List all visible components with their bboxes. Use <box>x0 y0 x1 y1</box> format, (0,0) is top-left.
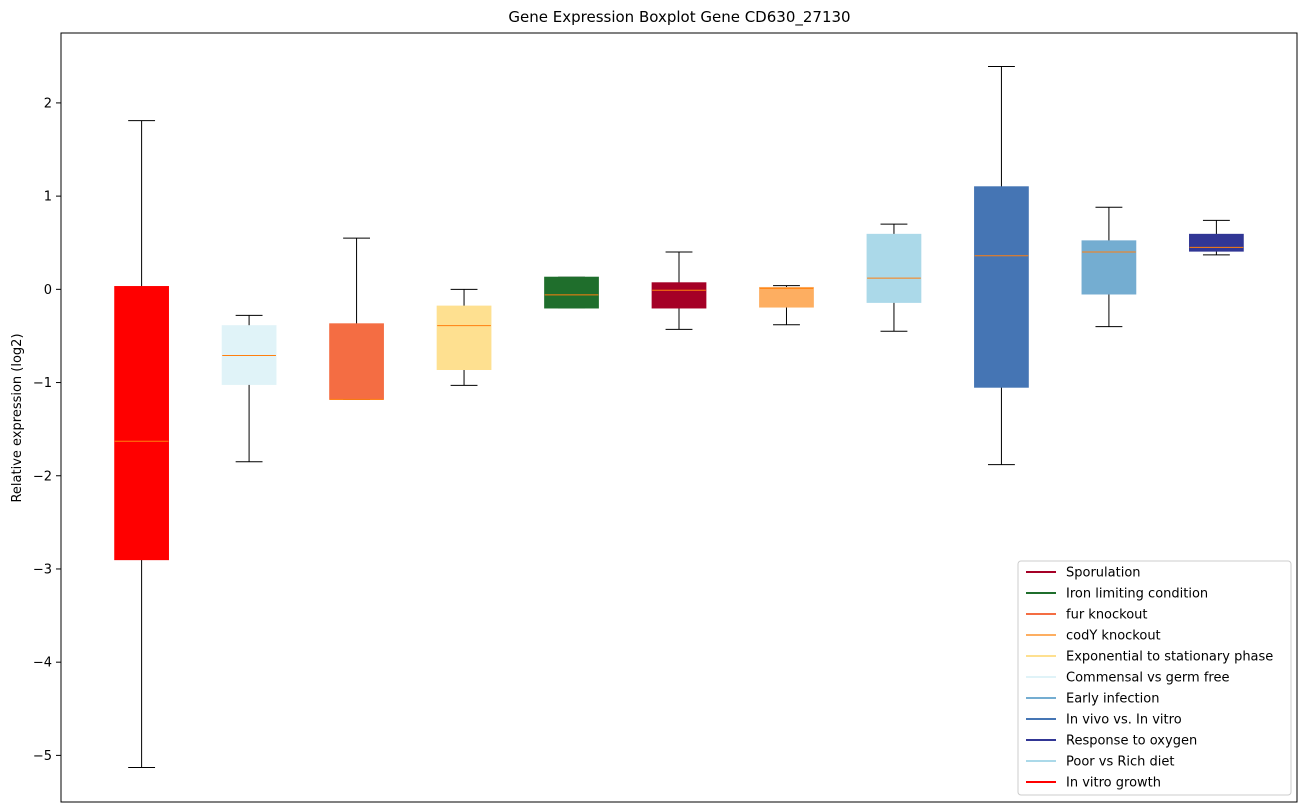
box-body <box>1081 240 1137 295</box>
box-body <box>329 323 384 400</box>
y-axis-ticks: 2 1 0 −1 −2 −3 −4 −5 <box>33 96 61 764</box>
y-tick-label: 0 <box>44 283 52 298</box>
legend-label: fur knockout <box>1066 608 1148 623</box>
legend-label: Iron limiting condition <box>1066 587 1208 602</box>
box-group <box>114 120 169 769</box>
y-tick-label: −4 <box>33 656 52 671</box>
y-tick-label: 1 <box>44 190 52 205</box>
box-group <box>544 276 599 309</box>
box-group <box>1189 219 1244 256</box>
y-tick-label: −2 <box>33 469 52 484</box>
chart-title: Gene Expression Boxplot Gene CD630_27130 <box>508 8 850 27</box>
legend-label: Response to oxygen <box>1066 734 1197 749</box>
box-group <box>866 223 922 332</box>
y-tick-label: 2 <box>44 96 52 111</box>
box-body <box>1189 233 1244 252</box>
box-group <box>436 288 492 386</box>
box-body <box>759 286 814 308</box>
legend-label: Exponential to stationary phase <box>1066 650 1273 665</box>
boxes-layer <box>114 66 1244 769</box>
legend: Sporulation Iron limiting condition fur kn… <box>1017 560 1292 796</box>
legend-label: Commensal vs germ free <box>1066 671 1229 686</box>
plot-frame <box>60 32 1298 803</box>
y-tick-label: −3 <box>33 562 52 577</box>
legend-label: codY knockout <box>1066 629 1161 644</box>
y-tick-label: −1 <box>33 376 52 391</box>
box-body <box>436 305 492 370</box>
box-body <box>866 233 922 303</box>
box-body <box>651 282 707 309</box>
box-group <box>221 314 277 463</box>
box-body <box>114 286 169 561</box>
box-body <box>544 276 599 309</box>
legend-label: Poor vs Rich diet <box>1066 755 1174 770</box>
box-group <box>974 66 1029 466</box>
box-group <box>651 251 707 330</box>
y-axis-label: Relative expression (log2) <box>10 333 25 502</box>
box-group <box>1081 206 1137 328</box>
legend-frame <box>1017 560 1292 796</box>
legend-label: In vivo vs. In vitro <box>1066 713 1182 728</box>
legend-label: Sporulation <box>1066 566 1141 581</box>
legend-label: Early infection <box>1066 692 1159 707</box>
box-group <box>329 237 384 400</box>
y-tick-label: −5 <box>33 749 52 764</box>
legend-label: In vitro growth <box>1066 776 1161 791</box>
box-body <box>974 186 1029 388</box>
box-group <box>759 285 814 326</box>
